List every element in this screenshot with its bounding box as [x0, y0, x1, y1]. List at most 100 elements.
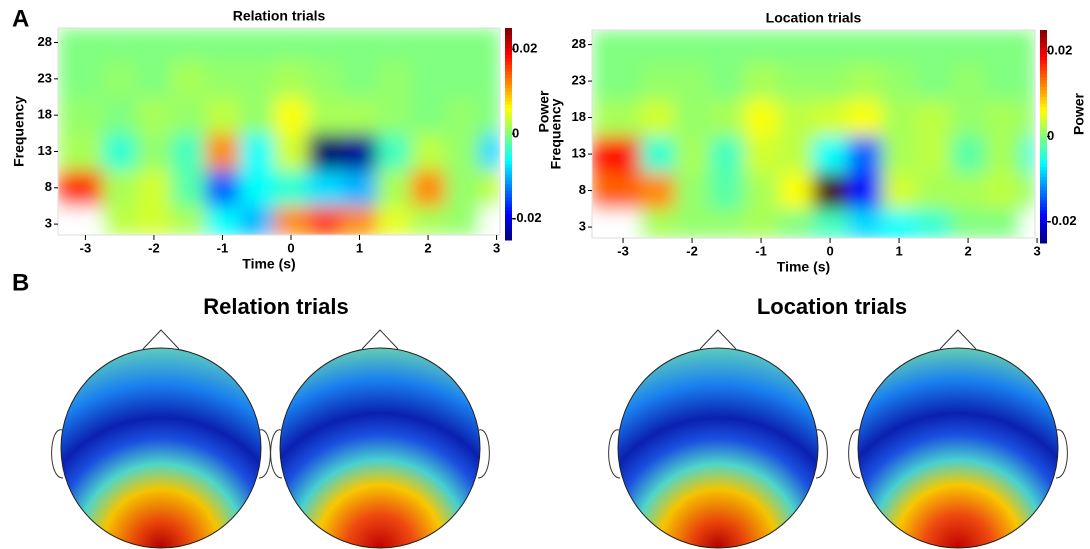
- head-map: [618, 348, 818, 548]
- heatmap-cell: [274, 61, 309, 98]
- colorbar-step: [505, 184, 512, 188]
- colorbar-step: [505, 197, 512, 201]
- colorbar-step: [505, 161, 512, 165]
- topoplots: [52, 330, 1068, 548]
- colorbar-step: [1040, 113, 1047, 117]
- heatmap-cell: [916, 172, 951, 209]
- heatmap-cell: [171, 28, 206, 61]
- colorbar-step: [1040, 210, 1047, 214]
- heatmap-cell: [882, 136, 917, 173]
- heatmap-cell: [709, 172, 744, 209]
- heatmap-cell: [916, 30, 951, 63]
- heatmap-cells: [592, 30, 1036, 239]
- colorbar-step: [505, 84, 512, 88]
- heatmap-cell: [882, 172, 917, 209]
- colorbar-step: [505, 41, 512, 45]
- heatmap-cell: [274, 133, 309, 170]
- heatmap-cell: [1020, 63, 1036, 100]
- y-axis-label: Frequency: [11, 96, 27, 167]
- colorbar-step: [1040, 233, 1047, 237]
- heatmap-cell: [744, 136, 779, 173]
- heatmap-cell: [103, 28, 138, 61]
- heatmap-cell: [377, 28, 412, 61]
- colorbar-step: [505, 121, 512, 125]
- colorbar-step: [1040, 160, 1047, 164]
- colorbar-step: [1040, 193, 1047, 197]
- colorbar-step: [1040, 163, 1047, 167]
- heatmap-cell: [308, 61, 343, 98]
- colorbar-step: [1040, 77, 1047, 81]
- colorbar-step: [1040, 130, 1047, 134]
- heatmap-cell: [137, 61, 172, 98]
- colorbar-step: [1040, 153, 1047, 157]
- heatmap-cell: [778, 136, 813, 173]
- heatmap-cell: [640, 209, 675, 239]
- heatmap-cell: [58, 170, 103, 207]
- colorbar-step: [1040, 143, 1047, 147]
- colorbar-step: [1040, 60, 1047, 64]
- heatmap-cell: [274, 170, 309, 207]
- head-map: [61, 348, 261, 548]
- heatmap-cell: [274, 97, 309, 134]
- heatmap-cell: [951, 99, 986, 136]
- heatmap-cell: [103, 61, 138, 98]
- colorbar-step: [505, 137, 512, 141]
- colorbar-step: [505, 190, 512, 194]
- colorbar-step: [505, 174, 512, 178]
- heatmap-cell: [675, 63, 710, 100]
- heatmap-cell: [813, 63, 848, 100]
- colorbar-step: [1040, 33, 1047, 37]
- colorbar-tick-label: -0.02: [1047, 213, 1077, 228]
- heatmap-cell: [709, 209, 744, 239]
- x-tick-label: 2: [964, 243, 971, 258]
- heatmap-cell: [377, 97, 412, 134]
- colorbar-step: [1040, 190, 1047, 194]
- heatmap-cell: [342, 170, 377, 207]
- colorbar-step: [1040, 57, 1047, 61]
- colorbar-tick-label: 0.02: [1047, 43, 1072, 58]
- heatmap-cell: [240, 170, 275, 207]
- y-tick-label: 3: [579, 218, 586, 233]
- heatmap-cell: [308, 97, 343, 134]
- colorbar-step: [505, 223, 512, 227]
- heatmap-cell: [171, 133, 206, 170]
- section-title: Relation trials: [203, 294, 348, 319]
- heatmap-cell: [882, 30, 917, 63]
- heatmap-cell: [847, 209, 882, 239]
- x-tick-label: 3: [493, 240, 500, 255]
- heatmap-cell: [778, 30, 813, 63]
- colorbar-step: [505, 38, 512, 42]
- heatmap-cell: [675, 136, 710, 173]
- colorbar-step: [1040, 196, 1047, 200]
- heatmap-cell: [592, 172, 641, 209]
- heatmap-cell: [205, 206, 240, 236]
- colorbar-step: [1040, 203, 1047, 207]
- colorbar: [505, 28, 512, 241]
- colorbar-step: [1040, 50, 1047, 54]
- colorbar-step: [505, 88, 512, 92]
- heatmap-cell: [744, 99, 779, 136]
- colorbar-step: [1040, 80, 1047, 84]
- heatmap-cell: [240, 206, 275, 236]
- heatmap-cell: [445, 28, 480, 61]
- colorbar-step: [505, 98, 512, 102]
- colorbar-step: [1040, 127, 1047, 131]
- colorbar-step: [1040, 200, 1047, 204]
- heatmap-cell: [882, 63, 917, 100]
- heatmap-cell: [709, 136, 744, 173]
- colorbar-step: [505, 94, 512, 98]
- colorbar-step: [505, 220, 512, 224]
- heatmap-cell: [882, 99, 917, 136]
- heatmap-cell: [103, 133, 138, 170]
- heatmap-cell: [445, 61, 480, 98]
- heatmap-cell: [240, 133, 275, 170]
- head-map: [858, 348, 1058, 548]
- heatmap-cell: [58, 28, 103, 61]
- colorbar-step: [505, 227, 512, 231]
- colorbar-step: [505, 230, 512, 234]
- colorbar-step: [1040, 73, 1047, 77]
- heatmap-cell: [103, 97, 138, 134]
- colorbar-step: [505, 101, 512, 105]
- heatmap-cell: [592, 30, 641, 63]
- heatmap-cells: [58, 28, 501, 236]
